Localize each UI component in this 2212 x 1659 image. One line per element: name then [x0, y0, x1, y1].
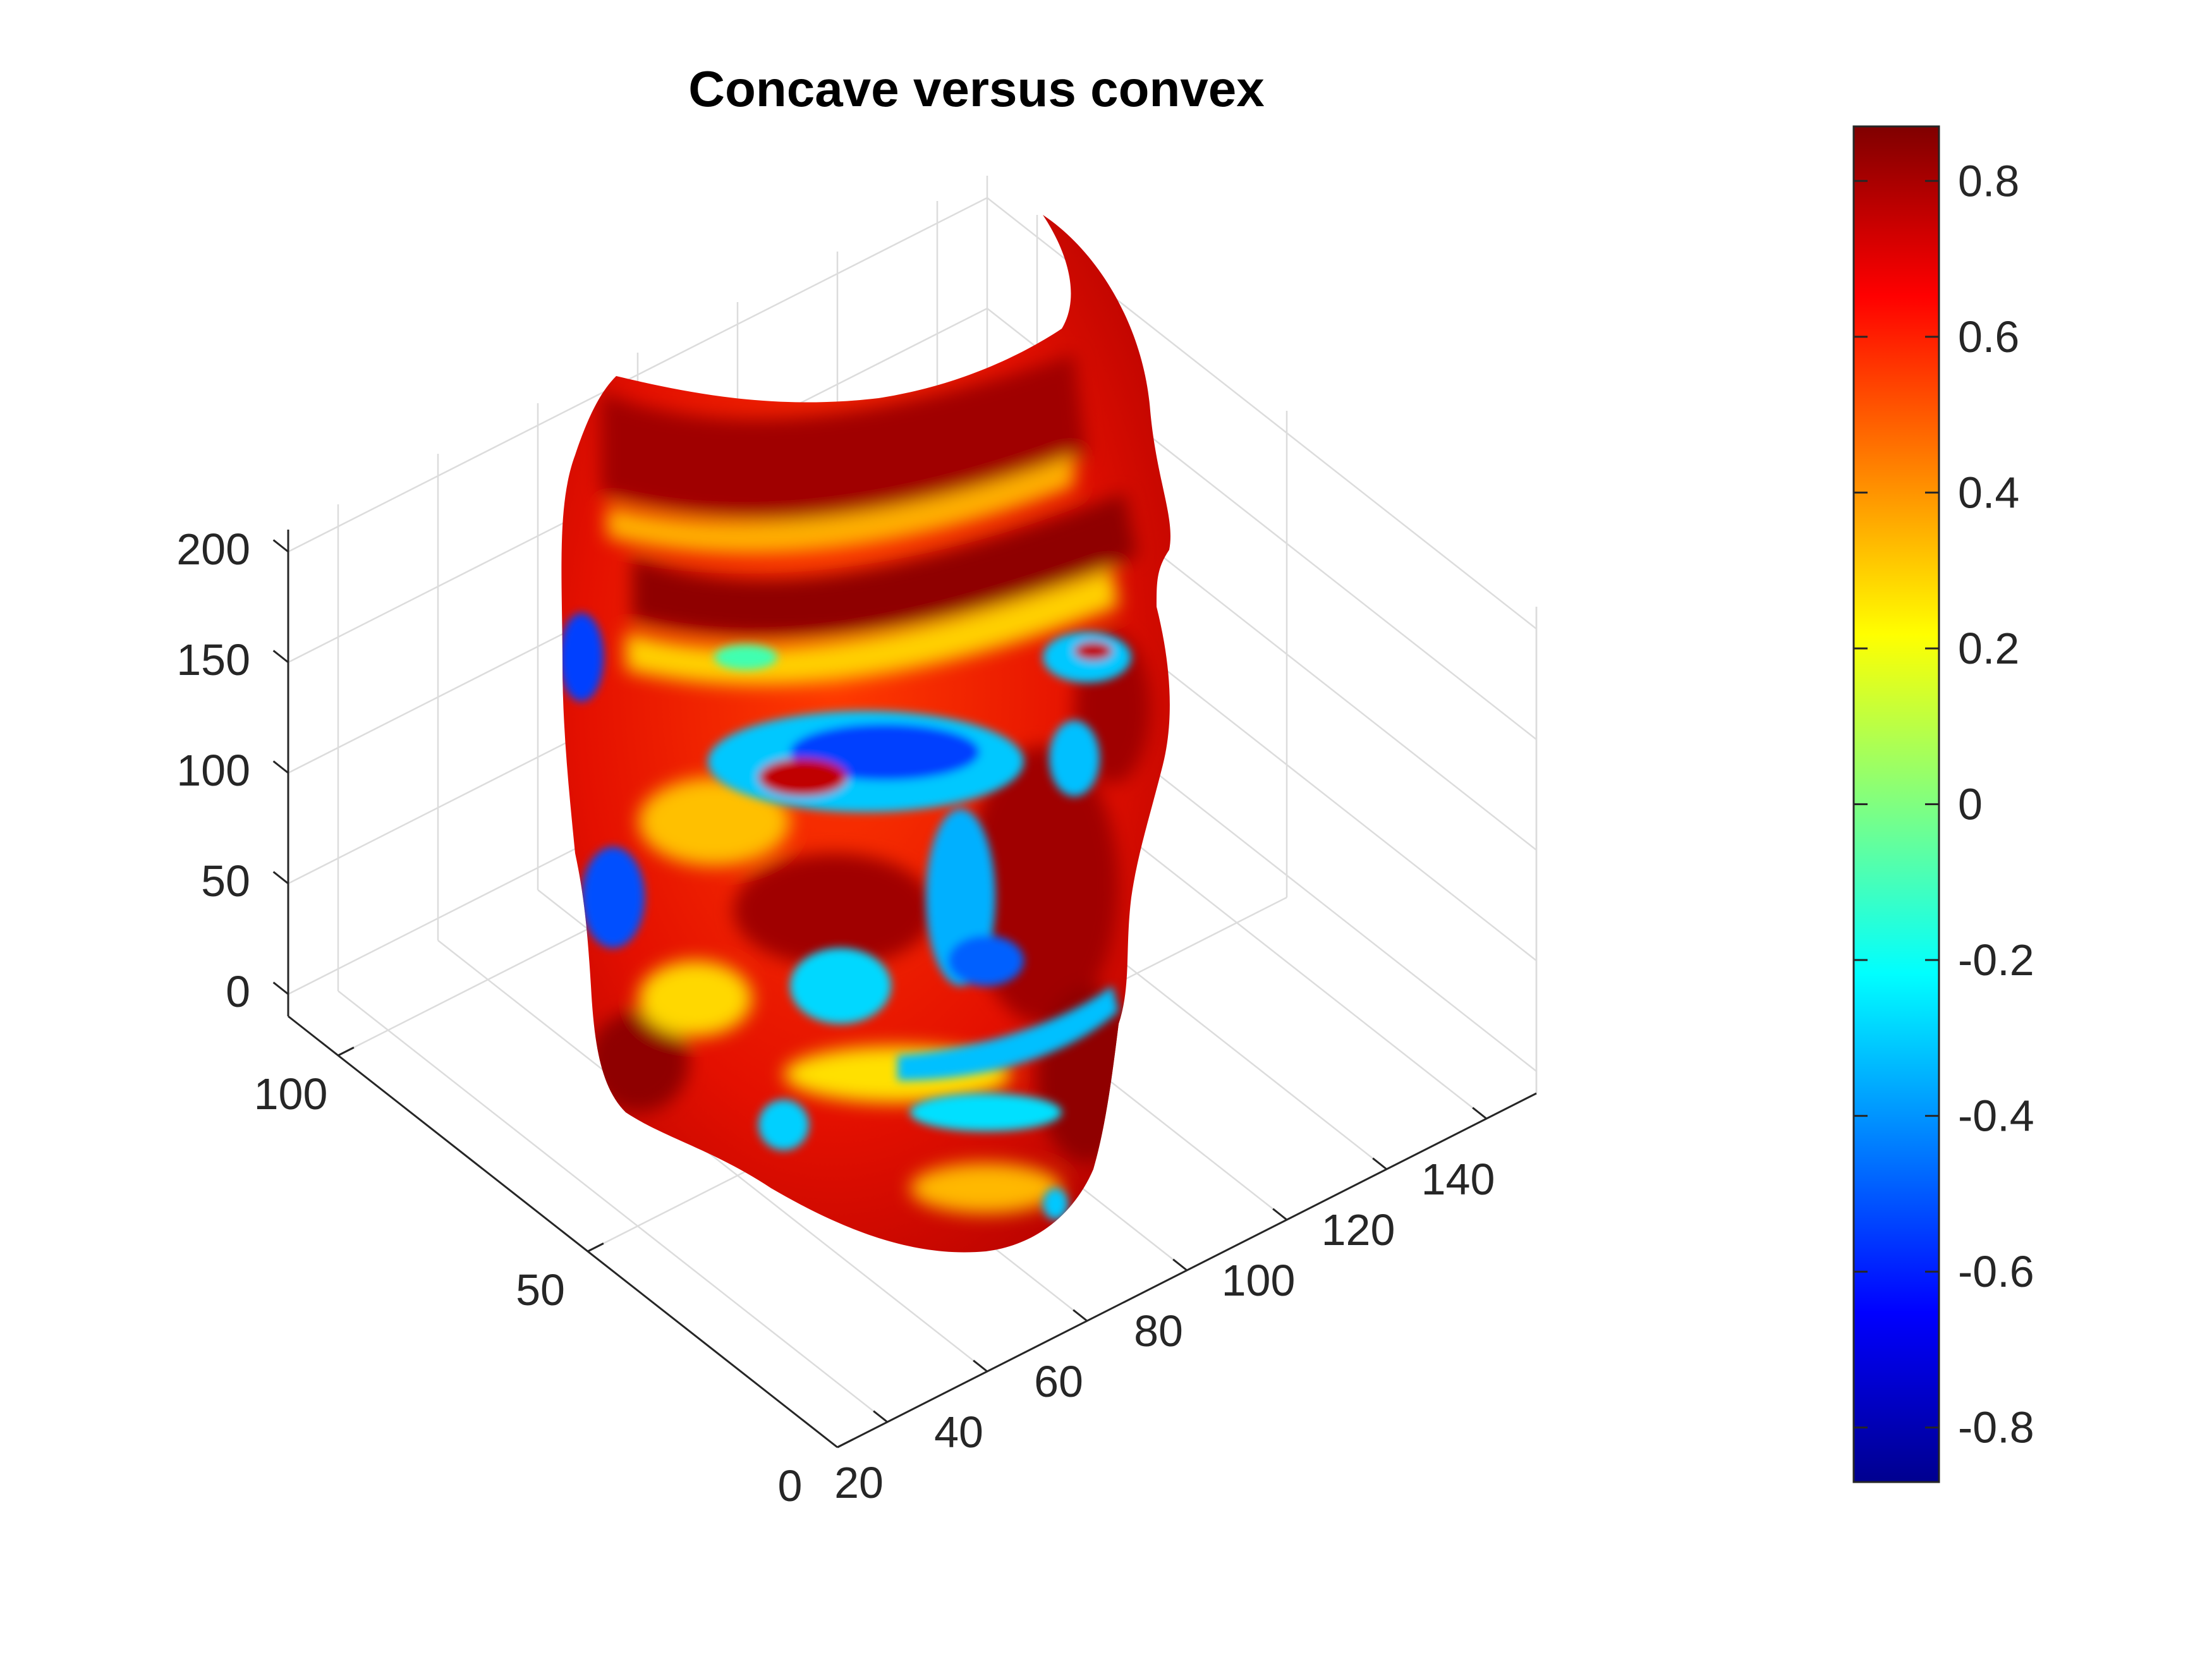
x-tick-label: 140 [1421, 1155, 1495, 1204]
colorbar: 0.8 0.6 0.4 0.2 0 -0.2 -0.4 -0.6 -0.8 [1852, 125, 2034, 1483]
x-tick-label: 60 [1034, 1357, 1083, 1406]
z-tick-label: 200 [176, 525, 250, 574]
colorbar-ticks: 0.8 0.6 0.4 0.2 0 -0.2 -0.4 -0.6 -0.8 [1854, 156, 2034, 1452]
z-tick-label: 50 [201, 856, 250, 906]
y-tick-label: 0 [778, 1461, 803, 1510]
x-tick [1372, 1157, 1387, 1170]
x-tick [973, 1359, 988, 1373]
z-tick [272, 760, 289, 774]
z-tick [272, 539, 289, 553]
x-tick [1172, 1258, 1188, 1272]
z-tick [272, 871, 289, 885]
grid-back-z [288, 197, 988, 553]
y-tick-labels: 0 50 100 [254, 1069, 803, 1510]
z-tick [272, 981, 289, 995]
y-tick [837, 1438, 854, 1449]
colorbar-tick-label: 0.2 [1958, 624, 2019, 673]
x-tick-label: 40 [934, 1407, 983, 1457]
x-tick-labels: 20 40 60 80 100 120 140 [834, 1155, 1495, 1507]
colorbar-tick-label: -0.8 [1958, 1403, 2034, 1452]
x-tick-label: 100 [1222, 1256, 1296, 1305]
colorbar-tick-label: 0.4 [1958, 468, 2019, 517]
colorbar-tick-label: -0.4 [1958, 1091, 2034, 1141]
chart-title: Concave versus convex [688, 61, 1265, 117]
y-tick-label: 50 [516, 1265, 565, 1315]
colorbar-tick-label: -0.6 [1958, 1247, 2034, 1296]
z-tick-labels: 0 50 100 150 200 [176, 525, 250, 1016]
y-tick [587, 1243, 604, 1253]
x-tick-label: 80 [1134, 1306, 1183, 1356]
z-tick-label: 100 [176, 746, 250, 795]
y-tick-label: 100 [254, 1069, 328, 1119]
x-tick [1472, 1107, 1487, 1120]
colorbar-tick-label: 0.6 [1958, 312, 2019, 362]
colorbar-tick-label: -0.2 [1958, 935, 2034, 985]
x-tick [1272, 1208, 1287, 1221]
axes [272, 530, 1537, 1449]
grid-floor-x [337, 990, 888, 1423]
x-tick [873, 1410, 888, 1423]
z-tick-label: 150 [176, 635, 250, 684]
grid-floor-x [437, 940, 988, 1372]
concave-patches [561, 613, 1131, 1220]
z-tick [272, 650, 289, 664]
y-axis-line [288, 1015, 838, 1449]
x-tick-label: 20 [834, 1458, 884, 1507]
y-tick [337, 1047, 355, 1057]
colorbar-tick-label: 0.8 [1958, 156, 2019, 205]
x-tick [1073, 1309, 1088, 1322]
z-tick-label: 0 [226, 967, 250, 1016]
colorbar-tick-label: 0 [1958, 780, 1983, 829]
x-tick-label: 120 [1322, 1205, 1395, 1255]
